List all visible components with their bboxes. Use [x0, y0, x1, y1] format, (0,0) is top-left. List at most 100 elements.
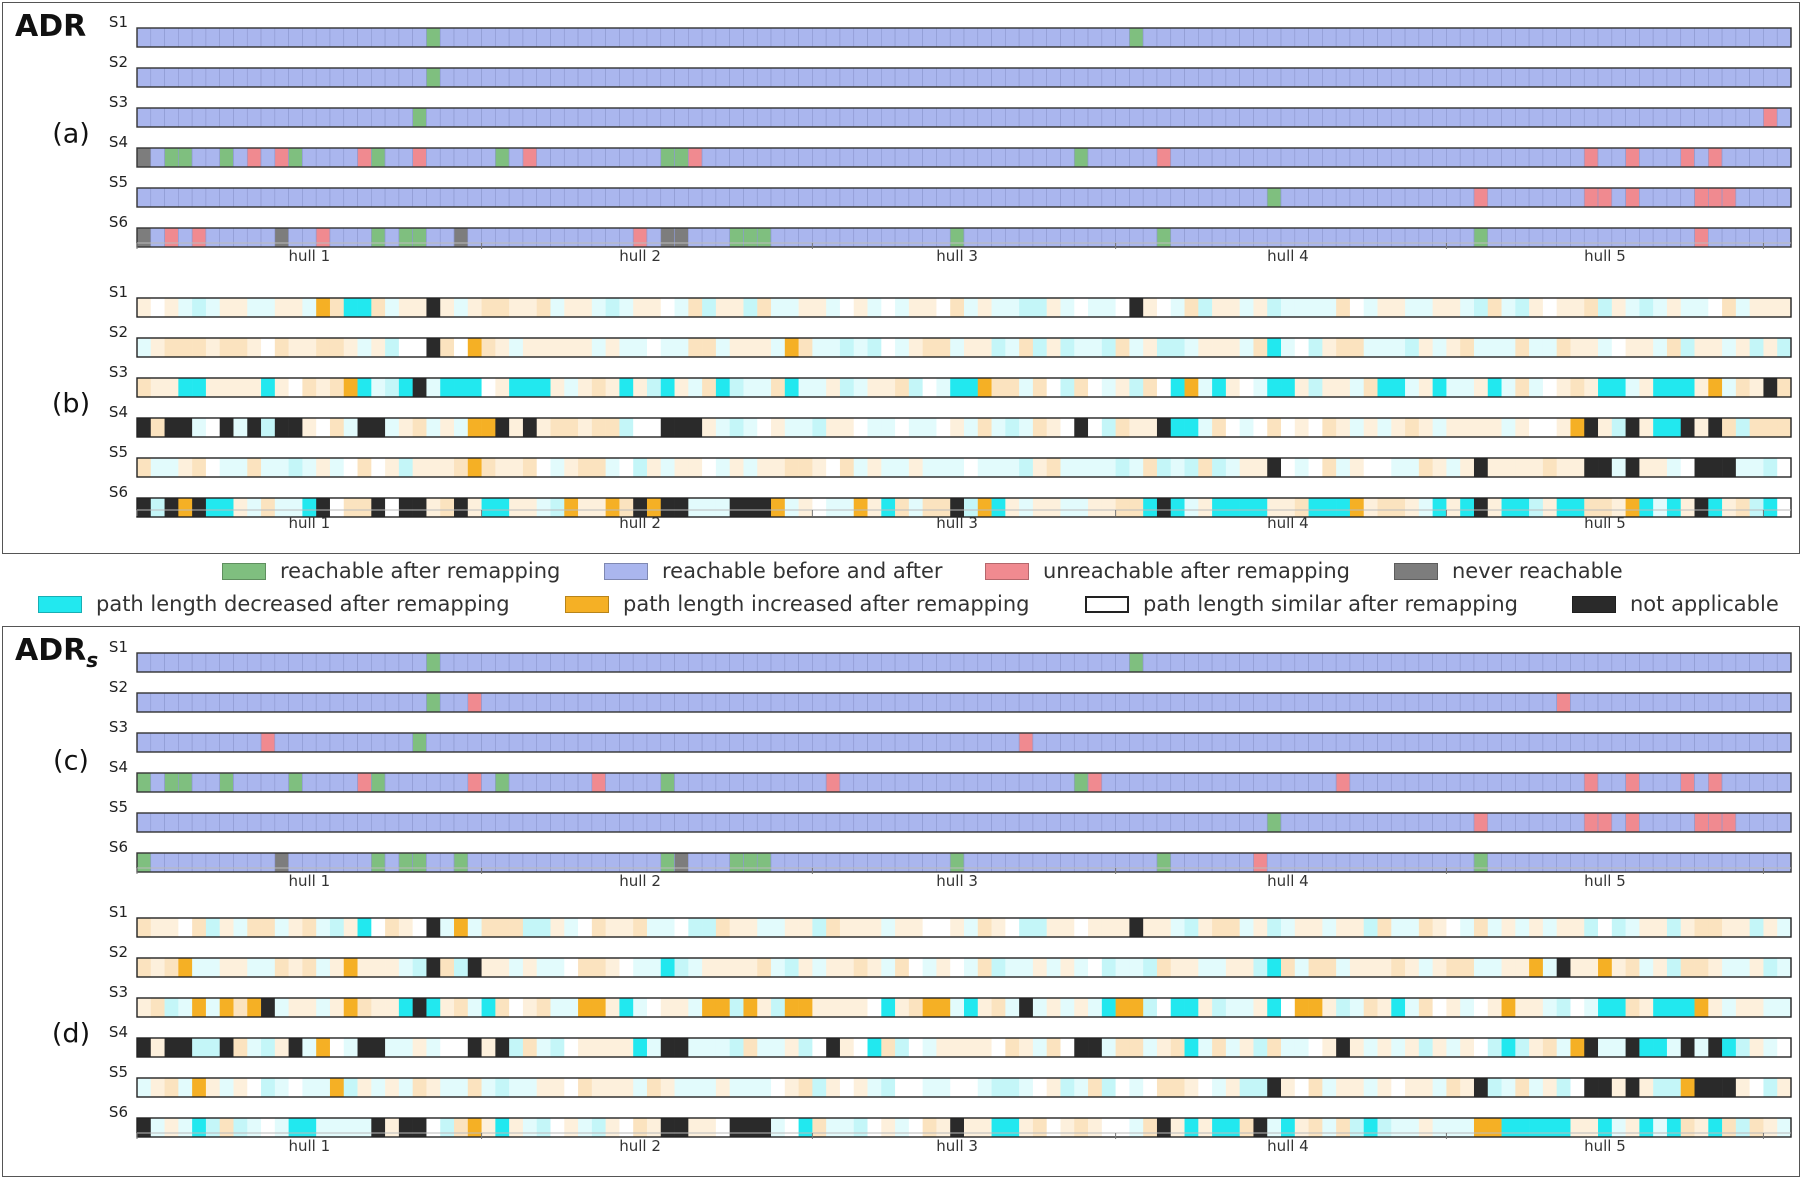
cell — [688, 692, 703, 713]
cell — [715, 338, 730, 357]
cell — [536, 1038, 551, 1057]
cell — [578, 998, 593, 1017]
cell — [908, 958, 923, 977]
cell — [150, 378, 165, 397]
legend-item-decreased: path length decreased after remapping — [38, 592, 510, 616]
cell — [1225, 918, 1240, 937]
cell — [1611, 852, 1626, 873]
cell — [343, 1038, 358, 1057]
cell — [1487, 107, 1502, 128]
cell — [826, 1078, 841, 1097]
cell — [894, 852, 910, 873]
cell — [357, 998, 372, 1017]
cell — [261, 338, 276, 357]
cell — [1019, 1038, 1034, 1057]
cell — [1018, 27, 1034, 48]
legend-label-reach_after: reachable after remapping — [280, 559, 561, 583]
cell — [660, 772, 675, 793]
cell — [329, 498, 345, 517]
cell — [1763, 852, 1778, 873]
cell — [825, 812, 841, 833]
cell — [164, 812, 179, 833]
cell — [633, 298, 648, 317]
cell — [1680, 998, 1695, 1017]
cell — [991, 498, 1006, 517]
cell — [743, 338, 758, 357]
cell — [1460, 338, 1475, 357]
cell — [784, 338, 799, 357]
cell — [646, 1078, 662, 1097]
cell — [481, 732, 496, 753]
cell — [591, 458, 606, 477]
cell — [522, 958, 538, 977]
cell — [384, 27, 400, 48]
cell — [1529, 918, 1544, 937]
cell — [453, 67, 469, 88]
cell — [467, 998, 482, 1017]
cell — [1184, 692, 1199, 713]
cell — [1680, 498, 1695, 517]
cell — [233, 498, 248, 517]
cell — [302, 458, 317, 477]
cell — [784, 1038, 799, 1057]
cell — [1584, 338, 1599, 357]
cell — [1018, 147, 1034, 168]
cell — [660, 852, 675, 873]
cell — [453, 27, 469, 48]
cell — [1597, 732, 1613, 753]
cell — [1446, 772, 1461, 793]
cell — [1184, 227, 1199, 248]
cell — [1776, 67, 1792, 88]
cell — [591, 498, 606, 517]
cell — [1129, 498, 1144, 517]
cell — [1156, 338, 1172, 357]
row-S5: S5 — [109, 173, 1792, 208]
cell — [439, 67, 455, 88]
cell — [591, 298, 606, 317]
cell — [315, 772, 331, 793]
cell — [853, 958, 868, 977]
cell — [1046, 852, 1061, 873]
cell — [1184, 1078, 1199, 1097]
cell — [246, 732, 262, 753]
cell — [164, 107, 179, 128]
cell — [274, 298, 289, 317]
cell — [233, 652, 248, 673]
cell — [1225, 27, 1240, 48]
cell — [1239, 458, 1254, 477]
cell — [150, 67, 165, 88]
cell — [1225, 458, 1240, 477]
cell — [578, 1078, 593, 1097]
cell — [619, 227, 634, 248]
cell — [1570, 378, 1585, 397]
cell — [1087, 692, 1103, 713]
cell — [1363, 418, 1378, 437]
cell — [1777, 1038, 1792, 1057]
cell — [1487, 1038, 1502, 1057]
cell — [605, 338, 620, 357]
cell — [1776, 227, 1792, 248]
cell — [701, 852, 717, 873]
cell — [646, 338, 662, 357]
cell — [1225, 418, 1240, 437]
cell — [302, 498, 317, 517]
cell — [880, 147, 896, 168]
cell — [1336, 498, 1351, 517]
cell — [357, 187, 372, 208]
cell — [1653, 458, 1668, 477]
cell — [1528, 772, 1544, 793]
cell — [1487, 918, 1502, 937]
cell — [1129, 852, 1144, 873]
cell — [826, 498, 841, 517]
cell — [1542, 498, 1557, 517]
cell — [219, 652, 234, 673]
cell — [357, 812, 372, 833]
cell — [563, 732, 579, 753]
cell — [1404, 652, 1420, 673]
cell — [1405, 1118, 1420, 1137]
cell — [1763, 1078, 1778, 1097]
cell — [1005, 692, 1020, 713]
cell — [315, 227, 331, 248]
cell — [1225, 378, 1240, 397]
cell — [729, 458, 744, 477]
